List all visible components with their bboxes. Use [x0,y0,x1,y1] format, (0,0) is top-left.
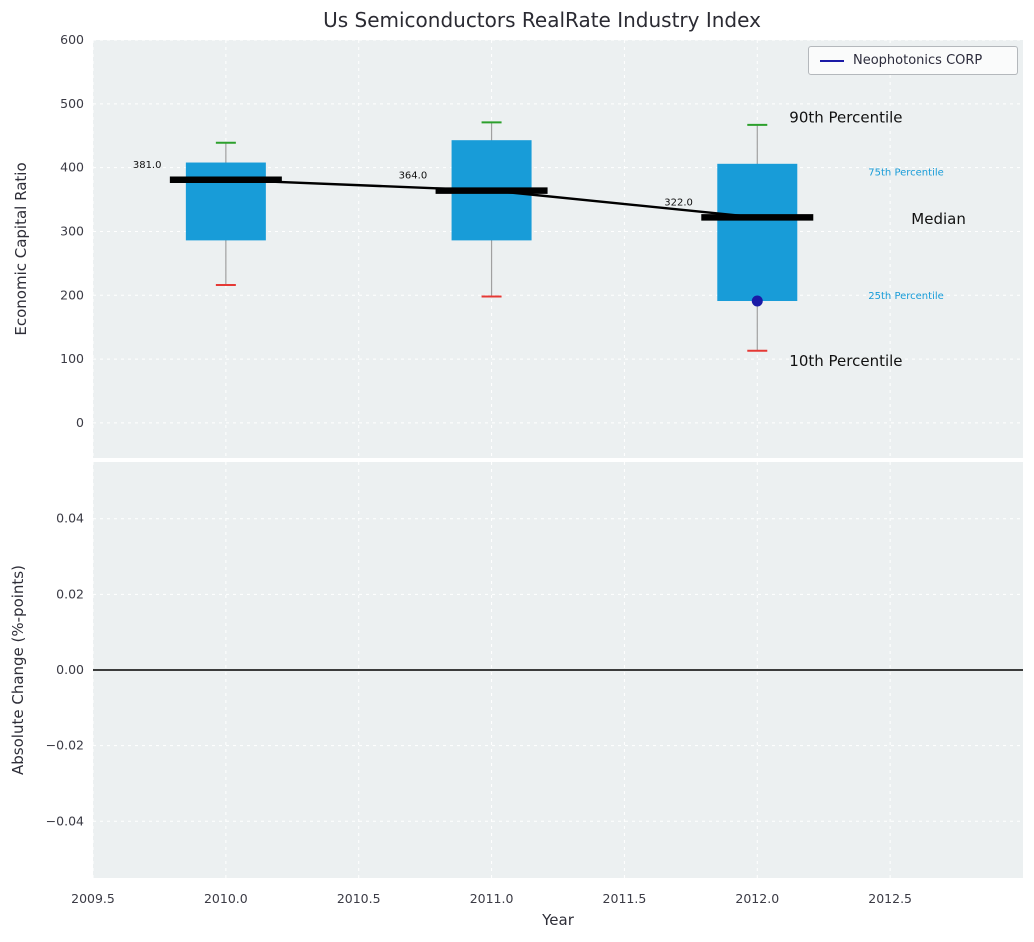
legend: Neophotonics CORP [808,46,1018,75]
iqr-box [185,162,266,241]
top-ytick-label: 0 [76,415,84,430]
percentile-label: Median [911,210,966,228]
median-value-label: 381.0 [133,160,162,171]
bottom-ytick-label: −0.04 [46,813,84,828]
company-point [751,295,763,307]
bottom-ytick-label: 0.02 [56,586,84,601]
percentile-label: 75th Percentile [868,167,944,178]
legend-label: Neophotonics CORP [853,53,983,68]
legend-line-sample [820,59,844,62]
bottom-ytick-label: 0.00 [56,662,84,677]
xtick-label: 2011.0 [470,891,514,906]
xtick-label: 2010.0 [204,891,248,906]
bottom-y-axis-label: Absolute Change (%-points) [9,565,27,775]
top-ytick-label: 600 [60,32,84,47]
x-axis-label: Year [542,911,574,929]
xtick-label: 2012.0 [735,891,779,906]
iqr-box [717,163,798,302]
top-ytick-label: 200 [60,287,84,302]
top-ytick-label: 400 [60,160,84,175]
top-panel-bg [93,40,1023,458]
top-ytick-label: 100 [60,351,84,366]
bottom-ytick-label: −0.02 [46,738,84,753]
xtick-label: 2011.5 [603,891,647,906]
chart-title: Us Semiconductors RealRate Industry Inde… [323,8,761,32]
xtick-label: 2012.5 [868,891,912,906]
xtick-label: 2009.5 [71,891,115,906]
top-y-axis-label: Economic Capital Ratio [12,162,30,336]
top-ytick-label: 500 [60,96,84,111]
percentile-label: 90th Percentile [789,108,902,126]
bottom-ytick-label: 0.04 [56,511,84,526]
percentile-label: 25th Percentile [868,291,944,302]
median-value-label: 364.0 [399,171,428,182]
xtick-label: 2010.5 [337,891,381,906]
percentile-label: 10th Percentile [789,352,902,370]
median-value-label: 322.0 [664,197,693,208]
top-ytick-label: 300 [60,223,84,238]
